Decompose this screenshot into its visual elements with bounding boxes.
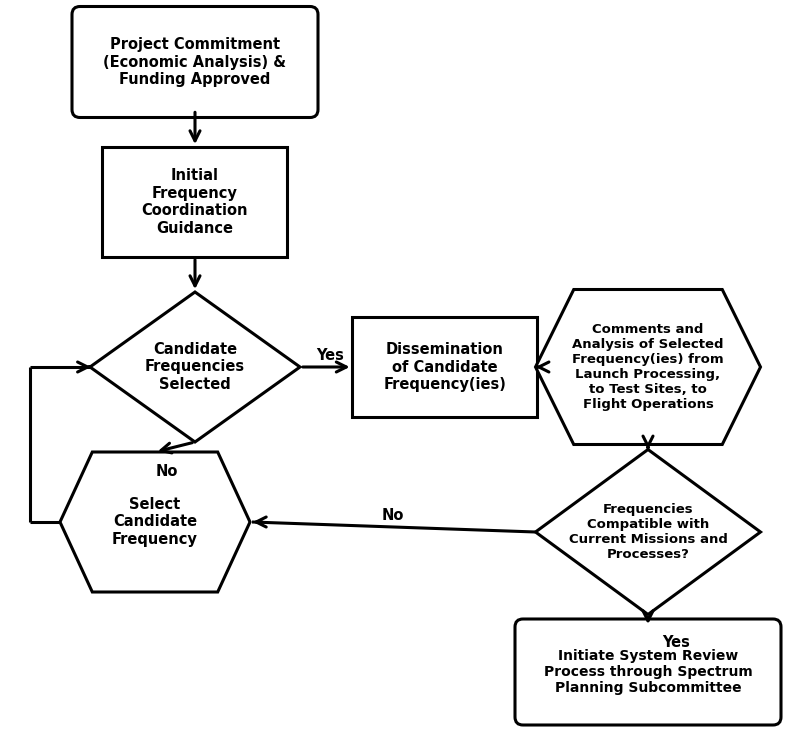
- Text: Initial
Frequency
Coordination
Guidance: Initial Frequency Coordination Guidance: [142, 168, 248, 236]
- Text: Dissemination
of Candidate
Frequency(ies): Dissemination of Candidate Frequency(ies…: [383, 342, 506, 392]
- Bar: [353, 317, 537, 417]
- Text: Yes: Yes: [316, 348, 344, 362]
- Text: Candidate
Frequencies
Selected: Candidate Frequencies Selected: [145, 342, 245, 392]
- Bar: [103, 147, 287, 257]
- Text: Initiate System Review
Process through Spectrum
Planning Subcommittee: Initiate System Review Process through S…: [544, 649, 752, 695]
- Polygon shape: [536, 449, 760, 614]
- Polygon shape: [60, 452, 250, 592]
- Text: Select
Candidate
Frequency: Select Candidate Frequency: [112, 497, 198, 547]
- FancyBboxPatch shape: [515, 619, 781, 725]
- Polygon shape: [90, 292, 300, 442]
- Text: Project Commitment
(Economic Analysis) &
Funding Approved: Project Commitment (Economic Analysis) &…: [104, 37, 286, 87]
- Text: Comments and
Analysis of Selected
Frequency(ies) from
Launch Processing,
to Test: Comments and Analysis of Selected Freque…: [572, 323, 724, 411]
- FancyBboxPatch shape: [72, 7, 318, 118]
- Text: No: No: [156, 465, 178, 479]
- Text: No: No: [382, 509, 404, 523]
- Text: Frequencies
Compatible with
Current Missions and
Processes?: Frequencies Compatible with Current Miss…: [569, 503, 727, 561]
- Polygon shape: [536, 289, 760, 444]
- Text: Yes: Yes: [662, 635, 690, 650]
